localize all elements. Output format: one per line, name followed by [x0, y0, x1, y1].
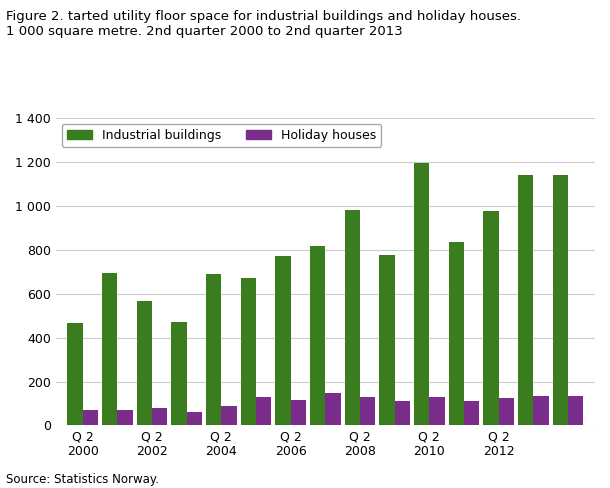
- Bar: [325, 392, 341, 426]
- Bar: [533, 396, 549, 426]
- Bar: [464, 401, 479, 426]
- Bar: [568, 396, 583, 426]
- Bar: [102, 273, 117, 426]
- Bar: [483, 211, 499, 426]
- Bar: [310, 246, 325, 426]
- Bar: [553, 175, 568, 426]
- Text: Figure 2. tarted utility floor space for industrial buildings and holiday houses: Figure 2. tarted utility floor space for…: [6, 10, 521, 38]
- Bar: [221, 406, 237, 426]
- Bar: [67, 323, 83, 426]
- Bar: [448, 242, 464, 426]
- Bar: [240, 278, 256, 426]
- Bar: [187, 412, 202, 426]
- Bar: [395, 401, 410, 426]
- Bar: [414, 163, 429, 426]
- Bar: [206, 274, 221, 426]
- Bar: [518, 175, 533, 426]
- Bar: [137, 301, 152, 426]
- Bar: [275, 256, 291, 426]
- Bar: [152, 408, 167, 426]
- Bar: [360, 397, 375, 426]
- Text: Source: Statistics Norway.: Source: Statistics Norway.: [6, 472, 159, 486]
- Bar: [291, 400, 306, 426]
- Bar: [345, 210, 360, 426]
- Bar: [83, 410, 98, 426]
- Bar: [171, 322, 187, 426]
- Bar: [429, 397, 445, 426]
- Bar: [117, 410, 133, 426]
- Bar: [379, 255, 395, 426]
- Bar: [256, 397, 271, 426]
- Bar: [499, 398, 514, 426]
- Legend: Industrial buildings, Holiday houses: Industrial buildings, Holiday houses: [62, 124, 381, 147]
